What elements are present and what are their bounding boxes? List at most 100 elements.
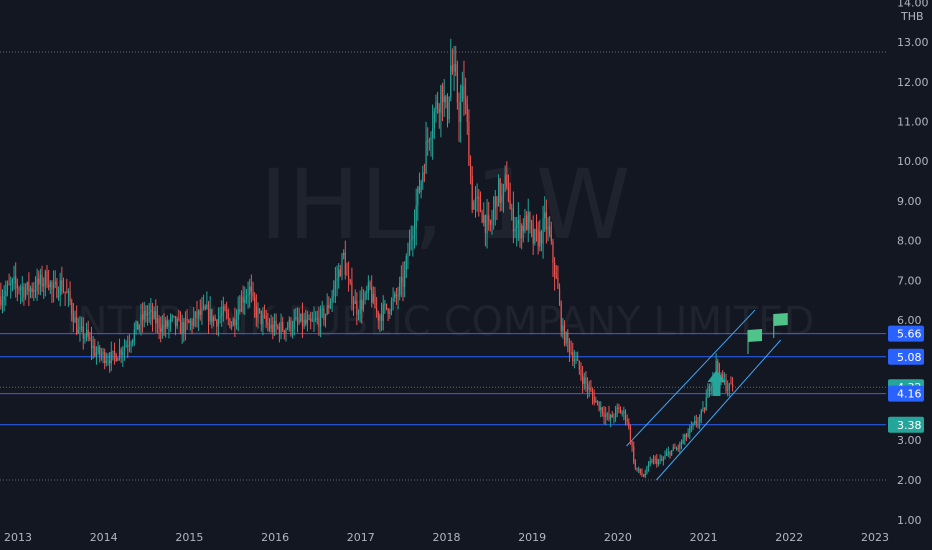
x-tick-4: 2017 <box>347 531 375 544</box>
candle-body <box>493 208 495 220</box>
candle-body <box>324 314 327 320</box>
candle-400 <box>659 454 661 465</box>
candle-442 <box>728 383 730 397</box>
candle-126 <box>207 301 210 335</box>
candle-273 <box>450 38 452 102</box>
candle-310 <box>511 203 513 221</box>
candle-18 <box>29 285 32 299</box>
candle-body <box>489 220 491 225</box>
candle-body <box>586 383 589 390</box>
candle-381 <box>628 418 630 430</box>
candle-316 <box>521 223 523 250</box>
candle-290 <box>478 189 480 217</box>
candle-body <box>380 315 383 321</box>
candle-427 <box>703 407 706 414</box>
candle-body <box>95 352 98 356</box>
candle-399 <box>657 458 660 467</box>
candle-200 <box>329 298 332 310</box>
candle-body <box>519 219 521 239</box>
candle-296 <box>488 201 490 231</box>
candle-body <box>29 288 32 293</box>
candle-body <box>212 317 215 323</box>
candle-body <box>156 318 159 324</box>
candle-body <box>202 306 205 308</box>
candle-372 <box>613 413 615 424</box>
candle-body <box>549 226 551 235</box>
candle-body <box>451 65 454 72</box>
candle-225 <box>371 275 373 308</box>
candle-275 <box>453 45 455 91</box>
candle-179 <box>295 308 297 321</box>
candle-388 <box>639 468 641 476</box>
candle-body <box>184 318 187 333</box>
candle-71 <box>117 357 119 362</box>
candle-356 <box>586 377 589 399</box>
candle-body <box>117 358 119 361</box>
candle-body <box>346 274 348 276</box>
candle-body <box>122 351 124 356</box>
candle-body <box>722 374 724 381</box>
candle-196 <box>323 305 325 326</box>
candle-285 <box>469 155 472 185</box>
candle-body <box>285 328 287 334</box>
candle-351 <box>578 360 580 375</box>
candle-body <box>603 413 605 418</box>
y-tick-6: 8.00 <box>897 235 922 248</box>
candle-56 <box>92 336 94 359</box>
candle-body <box>438 108 440 113</box>
candle-body <box>483 215 485 223</box>
candle-body <box>433 111 435 129</box>
candle-312 <box>514 216 516 239</box>
y-tick-9: 3.00 <box>897 434 922 447</box>
candle-401 <box>661 455 663 462</box>
candle-160 <box>263 304 266 319</box>
candle-body <box>150 309 152 312</box>
candle-body <box>303 319 305 326</box>
candle-body <box>715 360 717 374</box>
candle-96 <box>158 315 160 340</box>
candle-body <box>146 313 149 316</box>
candle-body <box>174 316 177 327</box>
candle-body <box>74 317 76 323</box>
candle-body <box>277 326 279 328</box>
price-axis[interactable] <box>886 0 932 550</box>
candle-42 <box>69 281 71 306</box>
candle-body <box>435 101 437 112</box>
candle-180 <box>296 307 299 333</box>
candle-body <box>684 434 686 440</box>
candle-body <box>580 369 582 376</box>
candle-255 <box>420 179 422 199</box>
candle-368 <box>606 412 608 421</box>
candle-body <box>445 96 447 103</box>
candle-407 <box>671 450 673 457</box>
candle-body <box>484 215 486 234</box>
x-tick-2: 2015 <box>175 531 203 544</box>
candle-body <box>394 293 396 299</box>
price-label-bg <box>888 348 924 365</box>
candle-157 <box>259 308 261 314</box>
candle-339 <box>558 283 561 306</box>
candle-230 <box>379 313 381 333</box>
candle-186 <box>306 311 309 332</box>
candle-282 <box>465 77 467 115</box>
candle-192 <box>316 310 318 325</box>
candle-25 <box>41 265 43 293</box>
candle-104 <box>171 314 173 322</box>
candle-body <box>689 427 691 434</box>
candle-body <box>661 459 663 461</box>
candle-406 <box>669 450 671 459</box>
candle-body <box>232 318 234 326</box>
candle-3 <box>5 280 7 306</box>
candle-body <box>669 451 671 456</box>
candle-body <box>675 448 678 450</box>
candle-body <box>59 280 61 296</box>
candle-body <box>229 318 231 328</box>
candle-body <box>224 306 226 311</box>
candle-227 <box>374 286 376 309</box>
candle-body <box>610 414 612 420</box>
candle-319 <box>525 211 528 231</box>
candle-4 <box>6 280 9 297</box>
candle-302 <box>497 174 500 207</box>
candle-323 <box>532 215 534 255</box>
